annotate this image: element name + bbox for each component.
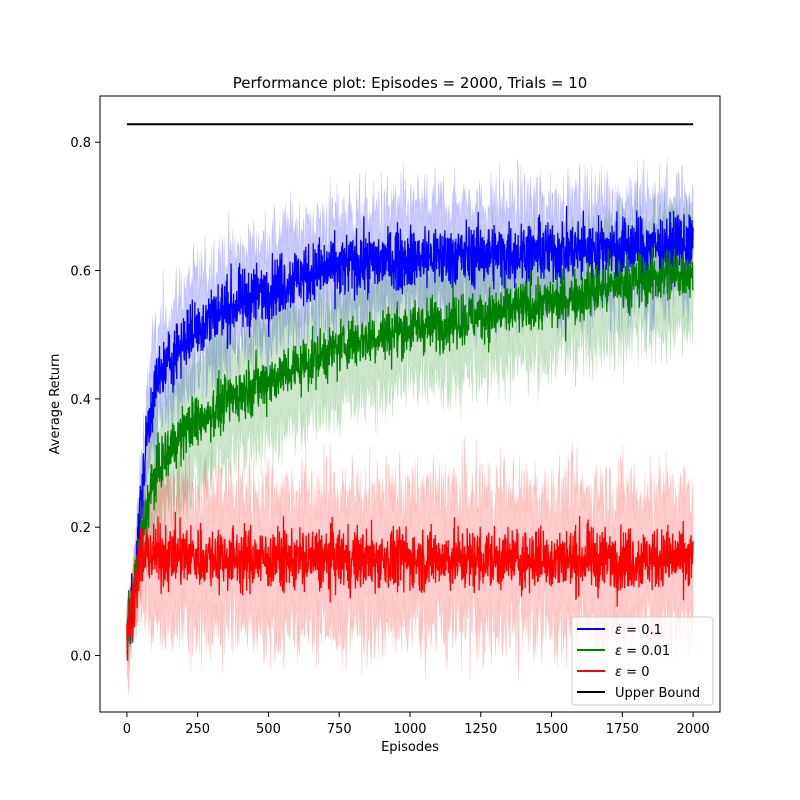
x-tick-label: 1750 [606, 722, 639, 737]
legend-label: ε = 0.01 [615, 644, 670, 659]
y-tick-label: 0.4 [70, 393, 91, 408]
legend-label: ε = 0 [615, 665, 649, 680]
legend: ε = 0.1 ε = 0.01 ε = 0 Upper Bound [571, 616, 714, 706]
y-tick-label: 0.8 [70, 136, 91, 151]
y-tick-label: 0.2 [70, 521, 91, 536]
chart-title: Performance plot: Episodes = 2000, Trial… [233, 74, 588, 92]
x-tick-label: 1000 [393, 722, 426, 737]
plot-area [126, 123, 694, 696]
y-tick-label: 0.0 [70, 650, 91, 665]
x-tick-label: 1500 [535, 722, 568, 737]
y-axis: 0.0 0.2 0.4 0.6 0.8 [70, 136, 100, 665]
x-tick-label: 1250 [464, 722, 497, 737]
y-tick-label: 0.6 [70, 265, 91, 280]
legend-label: Upper Bound [615, 686, 700, 701]
series-line [126, 511, 694, 661]
x-tick-label: 0 [123, 722, 131, 737]
x-axis-label: Episodes [381, 740, 439, 755]
series-line [126, 205, 694, 653]
y-axis-label: Average Return [48, 354, 63, 455]
x-tick-label: 2000 [677, 722, 710, 737]
series-line [126, 247, 694, 644]
legend-label: ε = 0.1 [615, 623, 662, 638]
legend-box [571, 616, 714, 706]
x-tick-label: 250 [185, 722, 210, 737]
x-axis: 0 250 500 750 1000 1250 1500 1750 2000 [123, 712, 710, 737]
x-tick-label: 750 [327, 722, 352, 737]
x-tick-label: 500 [256, 722, 281, 737]
